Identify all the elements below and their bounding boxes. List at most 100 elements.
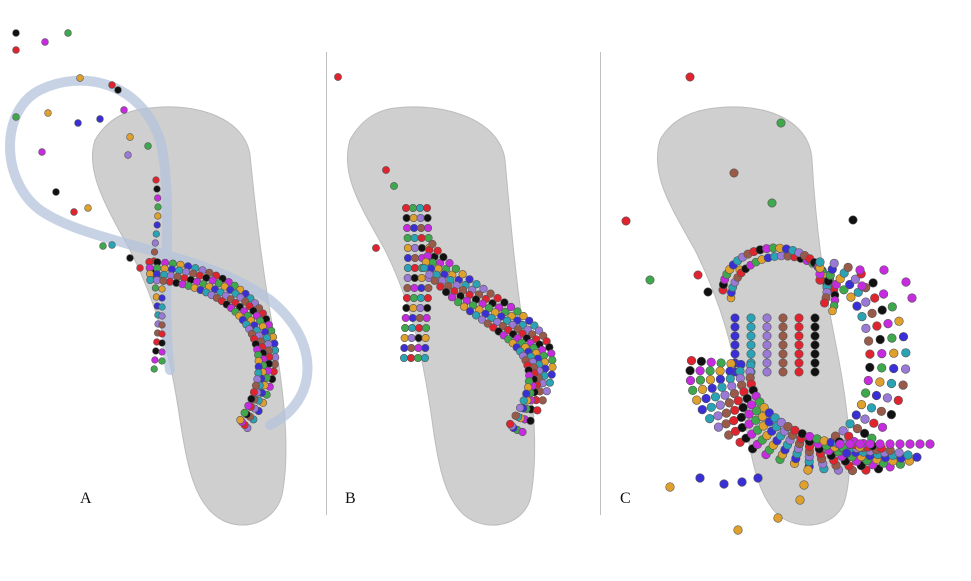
trajectory-dot: [865, 439, 875, 449]
trajectory-dot: [710, 392, 721, 402]
trajectory-dot: [810, 331, 820, 341]
trajectory-dot: [882, 393, 893, 403]
trajectory-dot: [810, 340, 820, 350]
trajectory-dot: [857, 312, 867, 322]
trajectory-dot: [783, 422, 793, 432]
trajectory-dot: [753, 473, 763, 483]
trajectory-dot: [810, 313, 820, 323]
trajectory-dot: [406, 353, 415, 362]
trajectory-dot: [153, 221, 161, 229]
trajectory-dot: [158, 330, 166, 338]
trajectory-dot: [409, 303, 418, 312]
trajectory-dot: [249, 388, 258, 397]
trajectory-dot: [871, 390, 882, 401]
trajectory-dot: [736, 412, 747, 423]
trajectory-dot: [860, 388, 871, 398]
trajectory-dot: [158, 285, 166, 293]
trajectory-dot: [402, 303, 411, 312]
trajectory-dot: [108, 81, 116, 89]
trajectory-dot: [803, 465, 813, 475]
trajectory-dot: [843, 262, 853, 273]
trajectory-dot: [810, 322, 820, 332]
trajectory-dot: [898, 332, 909, 342]
trajectory-dot: [126, 133, 134, 141]
trajectory-dot: [729, 168, 739, 178]
trajectory-dot: [730, 322, 740, 332]
trajectory-dot: [124, 151, 132, 159]
trajectory-dot: [503, 316, 512, 325]
trajectory-dot: [146, 275, 155, 284]
trajectory-dot: [152, 176, 160, 184]
trajectory-dot: [421, 343, 430, 352]
trajectory-dot: [838, 426, 848, 436]
trajectory-dot: [154, 212, 162, 220]
trajectory-dot: [877, 363, 887, 373]
trajectory-dot: [686, 356, 697, 366]
trajectory-dot: [905, 439, 915, 449]
trajectory-dot: [889, 363, 899, 374]
trajectory-dot: [402, 214, 411, 223]
trajectory-dot: [451, 264, 461, 273]
trajectory-dot: [401, 313, 410, 322]
trajectory-dot: [685, 366, 695, 376]
trajectory-dot: [815, 257, 825, 267]
trajectory-dot: [477, 315, 487, 324]
trajectory-dot: [500, 298, 509, 307]
trajectory-dot: [695, 366, 705, 376]
trajectory-dot: [894, 448, 904, 458]
trajectory-dot: [76, 74, 84, 82]
trajectory-dot: [762, 367, 772, 377]
trajectory-dot: [410, 244, 419, 253]
trajectory-dot: [867, 308, 877, 319]
trajectory-dot: [403, 283, 412, 292]
trajectory-dot: [730, 331, 740, 341]
trajectory-dot: [703, 287, 713, 297]
trajectory-dot: [695, 473, 705, 483]
trajectory-dot: [493, 294, 502, 303]
trajectory-dot: [856, 400, 867, 410]
trajectory-dot: [466, 307, 475, 316]
trajectory-dot: [472, 311, 481, 320]
trajectory-dot: [778, 313, 788, 323]
trajectory-dot: [848, 215, 858, 225]
divider-bc: [600, 52, 601, 515]
trajectory-dot: [533, 406, 542, 415]
trajectory-dot: [707, 383, 717, 393]
trajectory-dot: [705, 366, 715, 376]
trajectory-dot: [720, 390, 730, 400]
trajectory-dot: [458, 270, 467, 279]
trajectory-dot: [692, 395, 702, 405]
trajectory-dot: [770, 413, 780, 423]
trajectory-dot: [810, 367, 820, 377]
panel-label-b: B: [345, 490, 356, 507]
trajectory-dot: [400, 343, 409, 352]
panel-label-a: A: [80, 490, 92, 507]
trajectory-dot: [158, 357, 166, 365]
trajectory-dot: [863, 375, 873, 386]
trajectory-dot: [421, 333, 430, 342]
trajectory-dot: [408, 323, 417, 332]
trajectory-dot: [403, 234, 412, 243]
trajectory-dot: [695, 375, 706, 385]
trajectory-dot: [403, 273, 412, 282]
trajectory-dot: [530, 321, 539, 330]
trajectory-dot: [886, 410, 897, 420]
trajectory-dot: [794, 349, 804, 359]
trajectory-dot: [693, 270, 703, 280]
trajectory-dot: [863, 336, 874, 346]
trajectory-dot: [399, 353, 408, 362]
trajectory-dot: [925, 439, 935, 449]
trajectory-dot: [889, 348, 899, 358]
trajectory-dot: [401, 323, 410, 332]
trajectory-dot: [701, 393, 711, 404]
trajectory-dot: [886, 378, 897, 389]
trajectory-dot: [548, 363, 557, 372]
trajectory-dot: [901, 348, 911, 358]
tooth-b: [346, 106, 536, 526]
trajectory-dot: [730, 349, 740, 359]
panel-label-c: C: [620, 490, 631, 507]
trajectory-dot: [865, 362, 875, 373]
trajectory-dot: [685, 375, 696, 386]
trajectory-dot: [401, 204, 410, 213]
